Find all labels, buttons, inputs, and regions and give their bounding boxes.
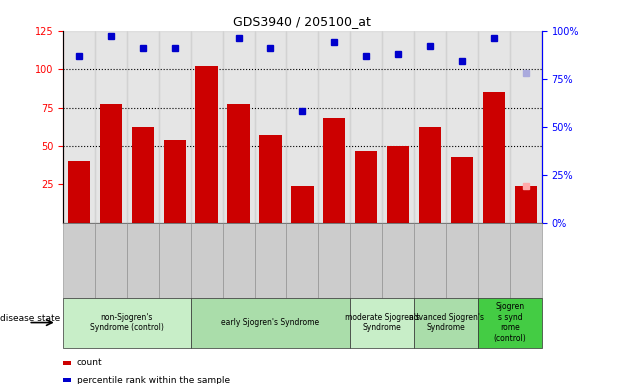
Bar — [483, 92, 505, 223]
Bar — [195, 66, 218, 223]
Bar — [350, 31, 382, 223]
Bar — [414, 31, 446, 223]
Bar — [355, 151, 377, 223]
Text: Sjogren
s synd
rome
(control): Sjogren s synd rome (control) — [493, 303, 526, 343]
Bar — [387, 146, 410, 223]
Text: early Sjogren's Syndrome: early Sjogren's Syndrome — [221, 318, 319, 327]
Bar — [222, 31, 255, 223]
Text: disease state: disease state — [0, 314, 60, 323]
Bar — [255, 31, 287, 223]
Bar — [318, 31, 350, 223]
Bar — [100, 104, 122, 223]
Bar — [510, 31, 542, 223]
Bar — [419, 127, 441, 223]
Title: GDS3940 / 205100_at: GDS3940 / 205100_at — [234, 15, 371, 28]
Bar — [95, 31, 127, 223]
Bar — [191, 31, 222, 223]
Bar — [127, 31, 159, 223]
Bar — [63, 31, 95, 223]
Bar — [287, 31, 318, 223]
Bar — [68, 161, 90, 223]
Bar — [451, 157, 473, 223]
Bar — [227, 104, 249, 223]
Text: non-Sjogren's
Syndrome (control): non-Sjogren's Syndrome (control) — [90, 313, 164, 332]
Bar — [382, 31, 414, 223]
Text: advanced Sjogren's
Syndrome: advanced Sjogren's Syndrome — [408, 313, 484, 332]
Text: moderate Sjogren's
Syndrome: moderate Sjogren's Syndrome — [345, 313, 420, 332]
Bar — [164, 140, 186, 223]
Bar — [446, 31, 478, 223]
Bar — [159, 31, 191, 223]
Bar — [132, 127, 154, 223]
Text: count: count — [77, 358, 103, 367]
Text: percentile rank within the sample: percentile rank within the sample — [77, 376, 230, 384]
Bar — [515, 186, 537, 223]
Bar — [478, 31, 510, 223]
Bar — [260, 135, 282, 223]
Bar — [323, 118, 345, 223]
Bar — [291, 186, 314, 223]
